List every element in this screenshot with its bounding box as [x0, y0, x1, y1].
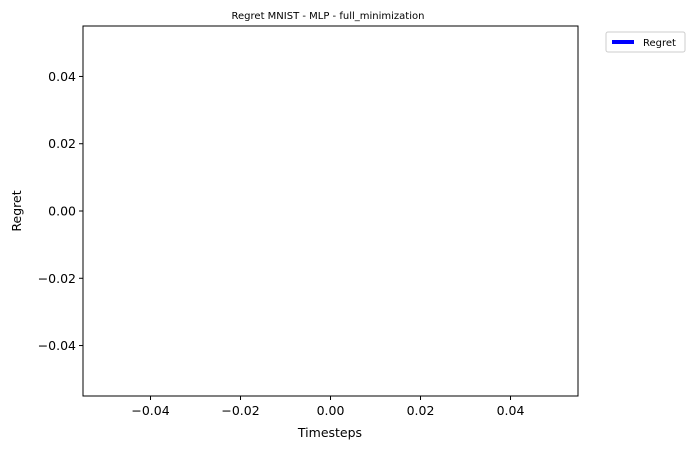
plot-area-frame: [82, 25, 579, 397]
y-axis-ticks: 0.04 0.02 0.00 −0.02 −0.04: [38, 69, 83, 353]
x-axis-ticks: −0.04 −0.02 0.00 0.02 0.04: [131, 396, 524, 418]
y-tick-label: 0.00: [48, 204, 76, 219]
y-tick-label: −0.04: [38, 338, 76, 353]
chart-title: Regret MNIST - MLP - full_minimization: [232, 11, 425, 22]
x-tick-label: −0.02: [221, 403, 259, 418]
y-tick-label: −0.02: [38, 271, 76, 286]
legend-box: [605, 31, 686, 53]
y-tick-label: 0.04: [48, 69, 76, 84]
legend-swatch-regret: [612, 40, 634, 44]
x-tick-label: 0.02: [407, 403, 435, 418]
x-tick-label: −0.04: [131, 403, 169, 418]
y-axis-label: Regret: [9, 190, 24, 231]
x-axis-label: Timesteps: [297, 425, 362, 440]
y-tick-label: 0.02: [48, 136, 76, 151]
legend: Regret: [605, 31, 686, 53]
legend-label-regret: Regret: [643, 38, 676, 49]
x-tick-label: 0.04: [497, 403, 525, 418]
x-tick-label: 0.00: [317, 403, 345, 418]
